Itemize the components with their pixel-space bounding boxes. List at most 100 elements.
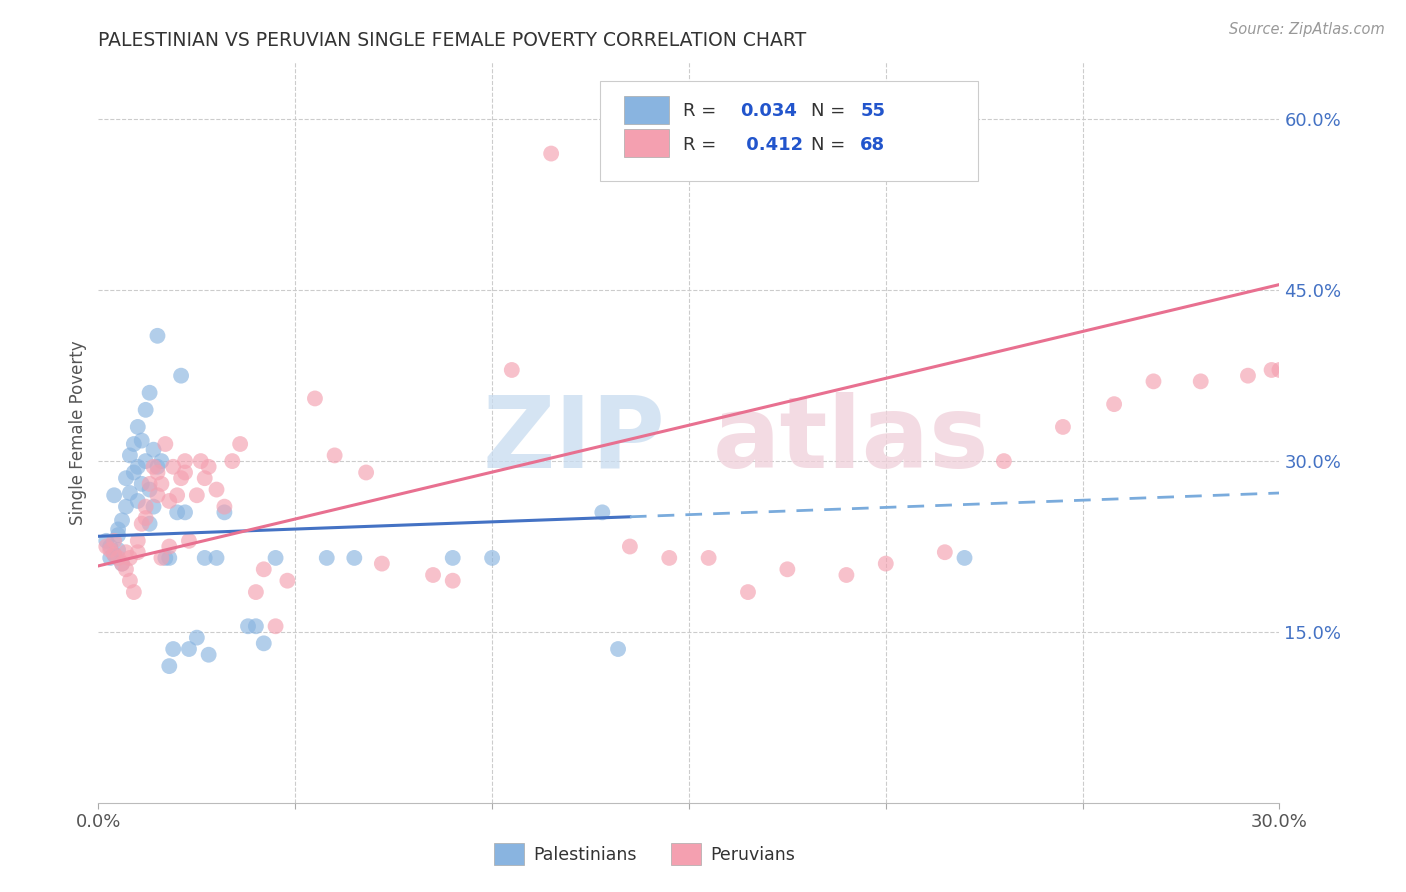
Point (157, 550, 180, 565)
FancyBboxPatch shape (494, 843, 523, 865)
Point (186, 488, 208, 502)
Point (127, 420, 149, 434)
Point (115, 545, 138, 559)
Point (190, 454, 212, 468)
Point (103, 488, 125, 502)
Point (737, 585, 759, 599)
Point (177, 642, 200, 657)
Point (135, 500, 157, 514)
Text: 0.034: 0.034 (740, 102, 797, 120)
Y-axis label: Single Female Poverty: Single Female Poverty (69, 341, 87, 524)
Point (111, 557, 134, 571)
Point (118, 550, 141, 565)
Point (953, 550, 976, 565)
Point (122, 466, 145, 480)
Point (501, 363, 523, 377)
FancyBboxPatch shape (624, 95, 669, 124)
Point (155, 437, 177, 451)
Point (304, 392, 326, 406)
Point (1189, 375, 1212, 389)
Point (323, 449, 346, 463)
Point (1268, 363, 1291, 377)
Point (174, 505, 197, 519)
Point (236, 619, 259, 633)
Point (150, 476, 173, 491)
Point (205, 483, 228, 497)
Point (150, 550, 173, 565)
Point (98, 540, 121, 554)
Point (162, 459, 184, 474)
Text: atlas: atlas (713, 392, 990, 489)
Point (481, 550, 503, 565)
Text: 0.412: 0.412 (740, 136, 803, 153)
Point (118, 449, 141, 463)
Point (135, 511, 157, 525)
Point (197, 648, 219, 662)
Point (166, 505, 188, 519)
Point (186, 631, 208, 645)
Point (118, 486, 141, 500)
Point (142, 442, 165, 457)
Point (146, 328, 169, 343)
Point (96, 540, 118, 554)
Point (127, 545, 149, 559)
Point (441, 574, 464, 588)
Point (214, 505, 236, 519)
Point (131, 516, 153, 531)
Point (194, 550, 217, 565)
Point (174, 454, 197, 468)
Point (591, 505, 613, 519)
Point (103, 548, 125, 562)
Point (177, 533, 200, 548)
Point (122, 585, 145, 599)
Text: ZIP: ZIP (482, 392, 665, 489)
Point (697, 550, 720, 565)
Point (157, 494, 180, 508)
Point (170, 368, 193, 383)
Point (229, 437, 252, 451)
Text: N =: N = (811, 136, 851, 153)
Point (264, 619, 287, 633)
Point (111, 513, 134, 527)
Point (150, 454, 173, 468)
Point (253, 636, 276, 650)
FancyBboxPatch shape (671, 843, 700, 865)
Point (115, 500, 138, 514)
Point (166, 488, 188, 502)
Point (103, 533, 125, 548)
Point (214, 500, 236, 514)
Point (343, 550, 366, 565)
Point (993, 454, 1015, 468)
Point (315, 550, 337, 565)
Point (540, 146, 562, 161)
Text: R =: R = (683, 136, 723, 153)
Point (155, 550, 177, 565)
Point (122, 437, 145, 451)
Point (619, 540, 641, 554)
Point (371, 557, 394, 571)
Text: N =: N = (811, 102, 851, 120)
Point (1142, 375, 1164, 389)
Point (103, 548, 125, 562)
Point (157, 659, 180, 673)
Point (245, 619, 267, 633)
Point (174, 466, 197, 480)
Point (131, 476, 153, 491)
Text: PALESTINIAN VS PERUVIAN SINGLE FEMALE POVERTY CORRELATION CHART: PALESTINIAN VS PERUVIAN SINGLE FEMALE PO… (98, 30, 807, 50)
Point (107, 523, 129, 537)
Point (162, 642, 184, 657)
Point (1102, 397, 1125, 411)
Point (1052, 420, 1074, 434)
Point (197, 459, 219, 474)
Point (127, 494, 149, 508)
Point (107, 543, 129, 558)
Point (276, 574, 298, 588)
Point (245, 585, 267, 599)
Point (354, 466, 377, 480)
Point (221, 454, 243, 468)
Point (111, 557, 134, 571)
Text: R =: R = (683, 102, 723, 120)
Point (135, 454, 157, 468)
Point (142, 500, 165, 514)
Point (1260, 363, 1282, 377)
